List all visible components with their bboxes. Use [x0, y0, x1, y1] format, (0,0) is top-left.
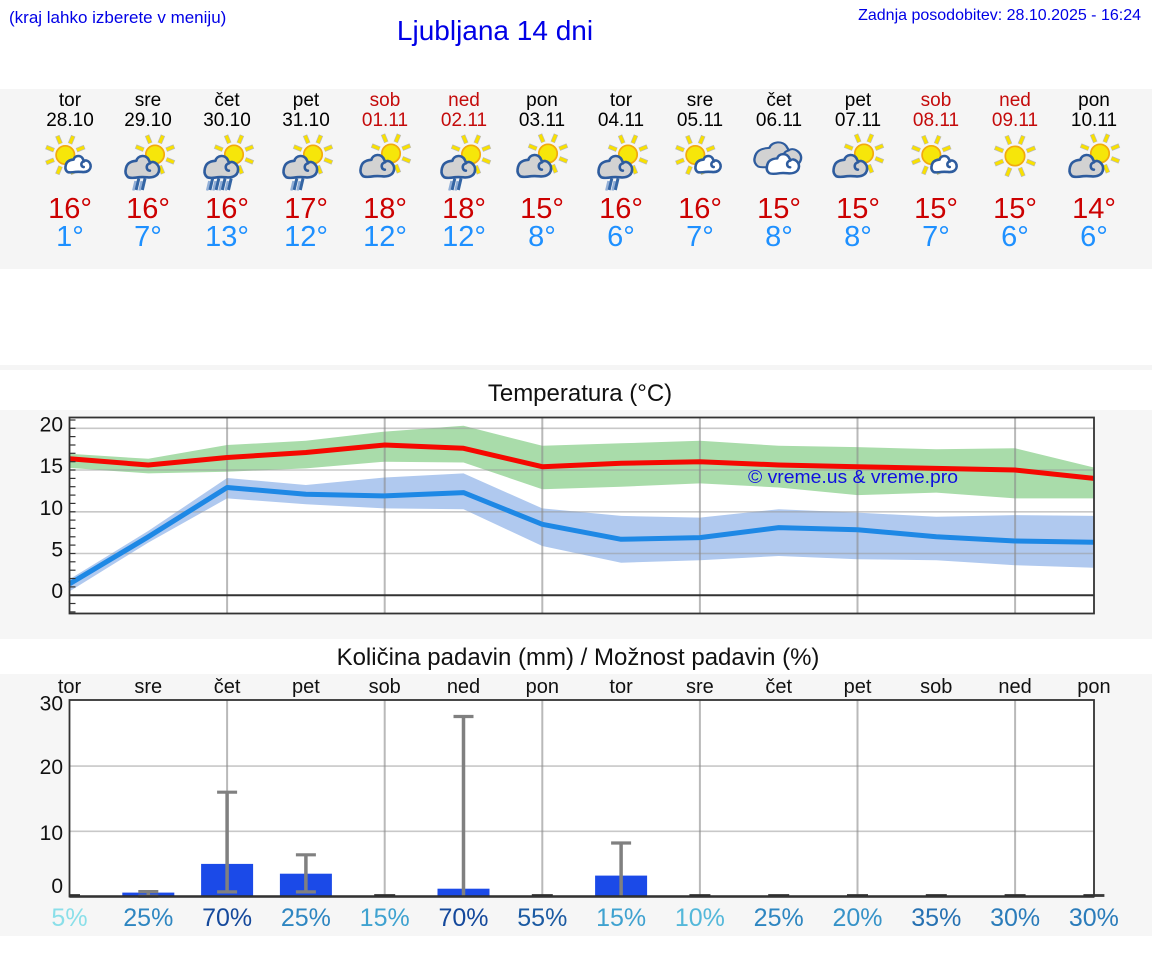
svg-text:15%: 15% [596, 904, 646, 932]
svg-text:tor: tor [58, 676, 82, 698]
svg-text:pon: pon [1077, 676, 1110, 698]
svg-text:tor: tor [609, 676, 633, 698]
svg-text:70%: 70% [202, 904, 252, 932]
svg-text:25%: 25% [754, 904, 804, 932]
svg-text:15: 15 [40, 455, 63, 478]
svg-text:20%: 20% [832, 904, 882, 932]
svg-text:30%: 30% [990, 904, 1040, 932]
svg-text:čet: čet [214, 676, 241, 698]
svg-text:pet: pet [844, 676, 872, 698]
svg-text:10: 10 [40, 822, 63, 845]
svg-text:20: 20 [40, 413, 63, 436]
svg-text:5%: 5% [51, 904, 87, 932]
svg-text:30: 30 [40, 693, 63, 716]
svg-text:70%: 70% [438, 904, 488, 932]
svg-text:ned: ned [447, 676, 480, 698]
svg-text:sob: sob [920, 676, 952, 698]
svg-text:0: 0 [51, 875, 63, 898]
svg-text:35%: 35% [911, 904, 961, 932]
svg-text:10: 10 [40, 497, 63, 520]
svg-text:sre: sre [686, 676, 714, 698]
svg-text:20: 20 [40, 756, 63, 779]
svg-text:sre: sre [134, 676, 162, 698]
svg-text:15%: 15% [360, 904, 410, 932]
svg-text:25%: 25% [281, 904, 331, 932]
svg-text:čet: čet [765, 676, 792, 698]
svg-text:30%: 30% [1069, 904, 1119, 932]
svg-text:10%: 10% [675, 904, 725, 932]
svg-text:sob: sob [369, 676, 401, 698]
svg-text:pet: pet [292, 676, 320, 698]
svg-text:0: 0 [51, 580, 63, 603]
svg-text:ned: ned [998, 676, 1031, 698]
svg-text:© vreme.us & vreme.pro: © vreme.us & vreme.pro [748, 466, 958, 487]
svg-text:5: 5 [51, 539, 63, 562]
svg-text:55%: 55% [517, 904, 567, 932]
svg-text:25%: 25% [123, 904, 173, 932]
svg-text:pon: pon [526, 676, 559, 698]
